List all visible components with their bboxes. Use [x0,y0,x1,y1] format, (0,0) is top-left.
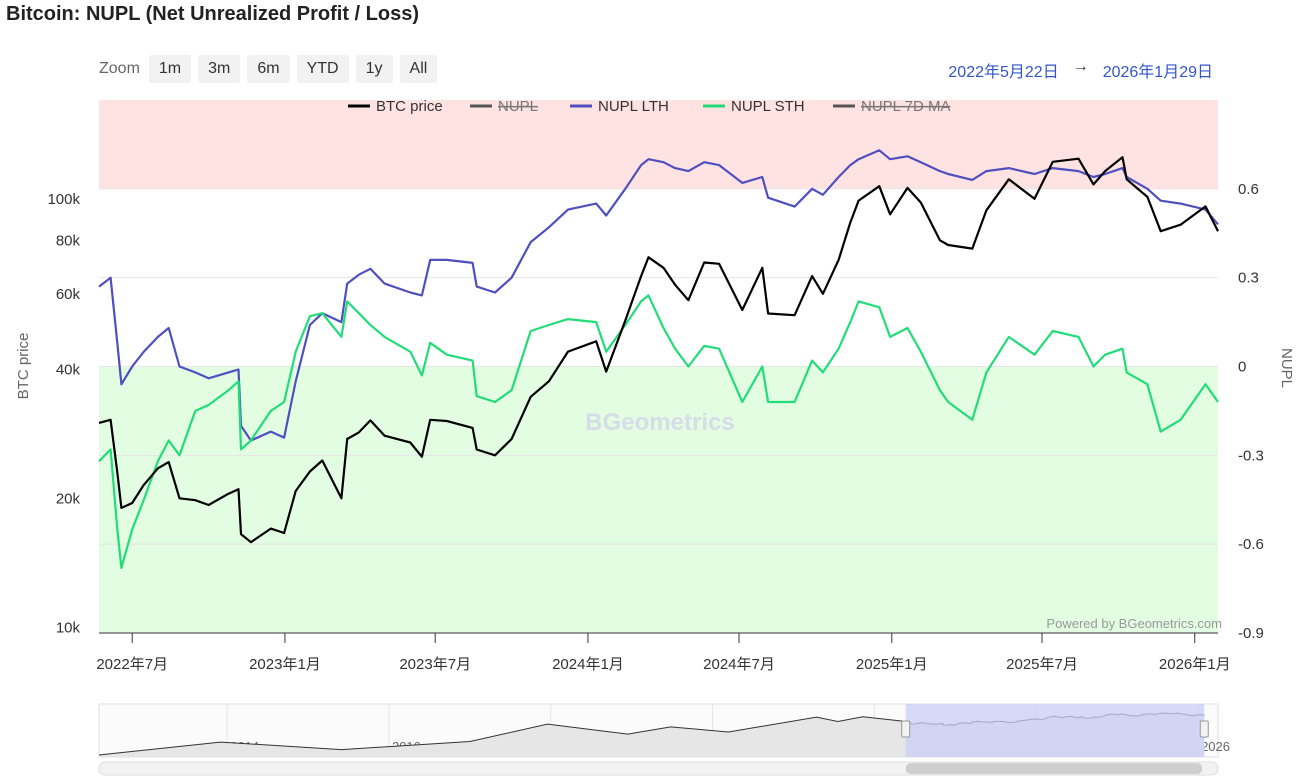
navigator-handle[interactable] [901,720,911,738]
x-tick-label: 2024年1月 [552,656,624,673]
navigator-tick-label: 2026 [1201,739,1230,754]
zoom-button-1y[interactable]: 1y [355,55,393,83]
y-left-axis-title: BTC price [15,333,32,400]
x-tick-label: 2026年1月 [1159,656,1231,673]
date-range: 2022年5月22日 → 2026年1月29日 [948,58,1213,82]
legend-item-btc-price[interactable]: BTC price [348,98,443,115]
zoom-bar: Zoom 1m 3m 6m YTD 1y All [99,54,438,84]
zoom-button-3m[interactable]: 3m [198,55,241,83]
x-tick-label: 2022年7月 [96,656,168,673]
y-left-tick-label: 40k [56,361,81,378]
y-right-axis-title: NUPL [1278,348,1295,388]
watermark-text: BGeometrics [585,409,734,436]
y-right-tick-label: 0 [1238,359,1246,376]
fear-band [99,366,1218,633]
y-right-tick-label: 0.3 [1238,270,1259,287]
legend-item-nupl-lth[interactable]: NUPL LTH [570,98,669,115]
y-left-tick-label: 100k [47,191,80,208]
credit-link[interactable]: Powered by BGeometrics.com [1046,616,1222,631]
x-tick-label: 2023年1月 [249,656,321,673]
zoom-button-6m[interactable]: 6m [247,55,290,83]
x-tick-label: 2024年7月 [703,656,775,673]
y-right-tick-label: -0.3 [1238,447,1264,464]
range-to-input[interactable]: 2026年1月29日 [1102,64,1213,81]
y-right-tick-label: -0.6 [1238,536,1264,553]
legend-label: BTC price [376,98,443,115]
y-right-tick-label: 0.6 [1238,181,1259,198]
y-left-tick-label: 10k [56,619,81,636]
navigator-selection[interactable] [905,704,1205,757]
legend-label: NUPL LTH [598,98,669,115]
y-right-tick-label: -0.9 [1238,625,1264,642]
legend-label: NUPL STH [731,98,805,115]
zoom-button-ytd[interactable]: YTD [296,55,349,83]
legend-label: NUPL [498,98,538,115]
zoom-label: Zoom [99,60,140,77]
zoom-button-all[interactable]: All [399,55,438,83]
y-left-tick-label: 80k [56,232,81,249]
legend-item-nupl-7d-ma[interactable]: NUPL 7D MA [833,98,950,115]
x-tick-label: 2025年1月 [856,656,928,673]
scrollbar-thumb[interactable] [905,763,1203,774]
x-tick-label: 2025年7月 [1006,656,1078,673]
legend-label: NUPL 7D MA [861,98,950,115]
x-tick-label: 2023年7月 [399,656,471,673]
series-line-btc-price [98,156,1219,544]
chart-title: Bitcoin: NUPL (Net Unrealized Profit / L… [6,3,419,25]
range-arrow: → [1072,58,1089,75]
y-left-tick-label: 60k [56,286,81,303]
legend-item-nupl[interactable]: NUPL [470,98,538,115]
y-left-tick-label: 20k [56,490,81,507]
series-line-nupl-sth [98,294,1219,569]
legend-item-nupl-sth[interactable]: NUPL STH [703,98,805,115]
range-from-input[interactable]: 2022年5月22日 [948,64,1059,81]
zoom-button-1m[interactable]: 1m [148,55,192,83]
navigator-handle[interactable] [1199,720,1209,738]
